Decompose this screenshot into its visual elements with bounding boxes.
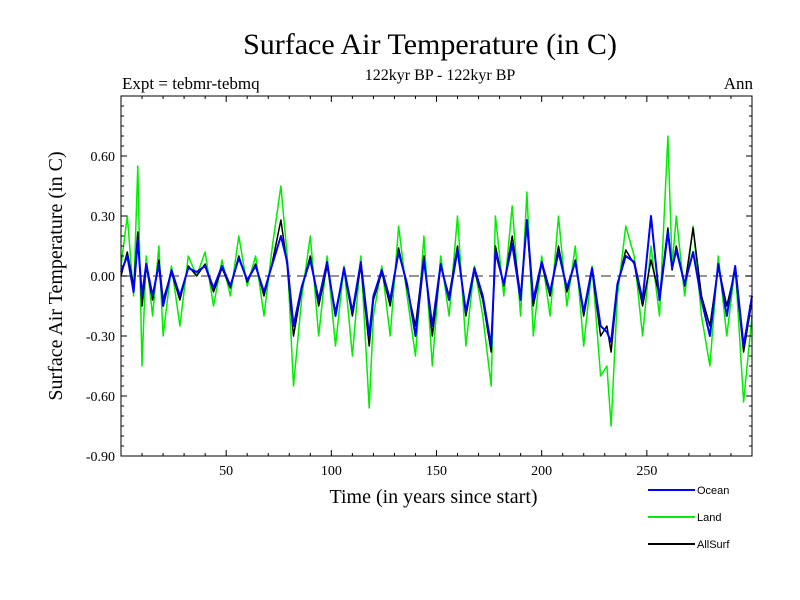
experiment-label: Expt = tebmr-tebmq bbox=[122, 74, 260, 93]
y-tick-label: -0.60 bbox=[86, 390, 115, 405]
x-axis-title: Time (in years since start) bbox=[329, 486, 537, 508]
legend-label-allsurf: AllSurf bbox=[697, 539, 730, 551]
plot-lines bbox=[120, 135, 753, 427]
x-tick-label: 100 bbox=[321, 464, 342, 479]
x-tick-label: 200 bbox=[531, 464, 552, 479]
chart-subtitle: 122kyr BP - 122kyr BP bbox=[364, 67, 516, 84]
legend-label-land: Land bbox=[697, 512, 721, 524]
x-tick-label: 250 bbox=[636, 464, 657, 479]
y-tick-label: 0.60 bbox=[91, 150, 116, 165]
x-tick-label: 150 bbox=[426, 464, 447, 479]
axis-ticks: 50 100 150 200 250 -0.90 -0.60 -0.30 0.00 0.30 0.6… bbox=[86, 96, 752, 479]
legend: Ocean Land AllSurf bbox=[648, 485, 730, 551]
chart-title: Surface Air Temperature (in C) bbox=[243, 28, 617, 61]
y-axis-title: Surface Air Temperature (in C) bbox=[45, 151, 67, 400]
y-tick-label: -0.30 bbox=[86, 330, 115, 345]
series-line-land bbox=[120, 135, 753, 427]
y-tick-label: 0.30 bbox=[91, 210, 116, 225]
y-tick-label: 0.00 bbox=[91, 270, 116, 285]
x-tick-label: 50 bbox=[219, 464, 233, 479]
y-tick-label: -0.90 bbox=[86, 450, 115, 465]
legend-label-ocean: Ocean bbox=[697, 485, 729, 497]
series-line-ocean bbox=[120, 215, 753, 347]
season-label: Ann bbox=[723, 74, 753, 93]
